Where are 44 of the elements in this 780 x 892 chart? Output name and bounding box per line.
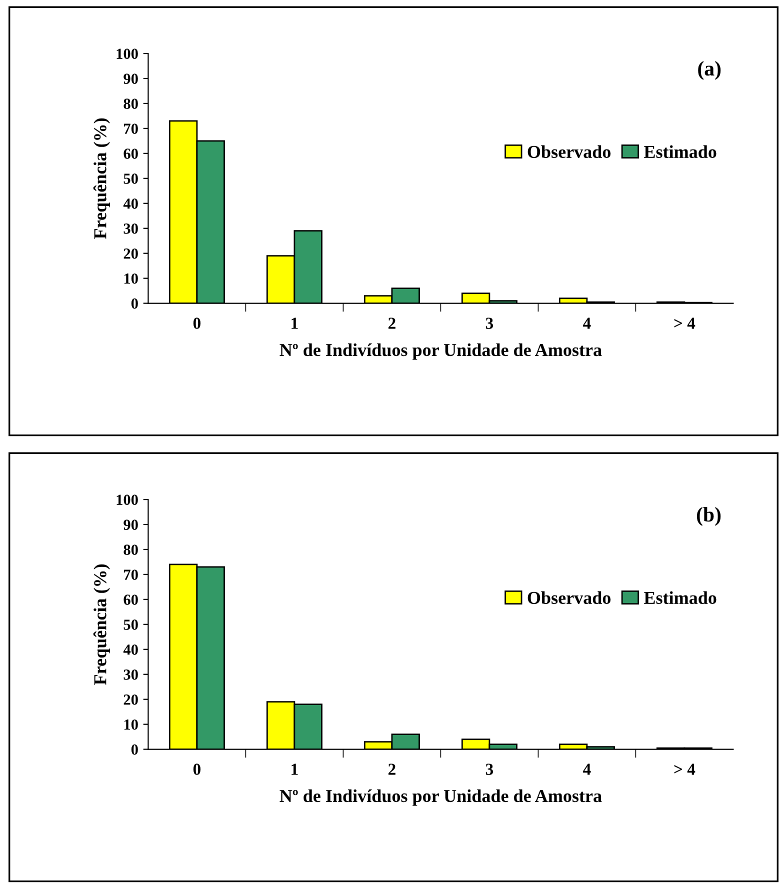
chart-title: (b) <box>696 507 721 526</box>
y-tick-label: 20 <box>124 694 138 705</box>
y-tick-label: 90 <box>124 74 138 84</box>
x-tick-label: 1 <box>292 764 298 775</box>
legend-label: Estimado <box>644 145 716 158</box>
y-tick-label: 60 <box>124 148 138 159</box>
y-tick-label: 0 <box>131 298 138 309</box>
y-tick-label: 50 <box>124 174 138 184</box>
x-tick-label: 4 <box>583 764 591 775</box>
y-tick-label: 20 <box>124 248 138 259</box>
x-axis-title: Nº de Indivíduos por Unidade de Amostra <box>280 789 602 806</box>
y-tick-label: 70 <box>124 124 138 134</box>
y-tick-label: 80 <box>124 98 138 109</box>
x-tick-label: > 4 <box>674 764 696 775</box>
legend-label: Estimado <box>644 591 716 604</box>
x-tick-label: 4 <box>583 318 591 329</box>
y-tick-label: 40 <box>123 644 138 655</box>
y-tick-label: 60 <box>124 594 138 605</box>
legend-label: Observado <box>528 591 611 604</box>
x-axis-title: Nº de Indivíduos por Unidade de Amostra <box>280 343 602 360</box>
y-tick-label: 100 <box>116 494 138 505</box>
y-tick-label: 40 <box>123 198 138 209</box>
x-tick-label: 2 <box>388 764 396 775</box>
x-tick-label: 0 <box>193 764 200 775</box>
y-tick-label: 70 <box>124 570 138 580</box>
x-tick-label: 3 <box>486 764 494 775</box>
y-tick-label: 80 <box>124 544 138 555</box>
legend-label: Observado <box>528 145 611 158</box>
y-tick-label: 30 <box>124 223 138 234</box>
y-tick-label: 100 <box>116 48 138 59</box>
y-tick-label: 0 <box>131 744 138 755</box>
x-tick-label: > 4 <box>674 318 696 329</box>
y-tick-label: 50 <box>124 620 138 630</box>
y-tick-label: 10 <box>124 273 138 284</box>
y-tick-label: 30 <box>124 669 138 680</box>
y-tick-label: 10 <box>124 719 138 730</box>
y-axis-title: Frequência (%) <box>93 118 110 239</box>
y-axis-title: Frequência (%) <box>93 564 110 685</box>
x-tick-label: 2 <box>388 318 396 329</box>
x-tick-label: 1 <box>292 318 298 329</box>
x-tick-label: 3 <box>486 318 494 329</box>
chart-title: (a) <box>698 61 721 80</box>
x-tick-label: 0 <box>193 318 200 329</box>
y-tick-label: 90 <box>124 520 138 530</box>
